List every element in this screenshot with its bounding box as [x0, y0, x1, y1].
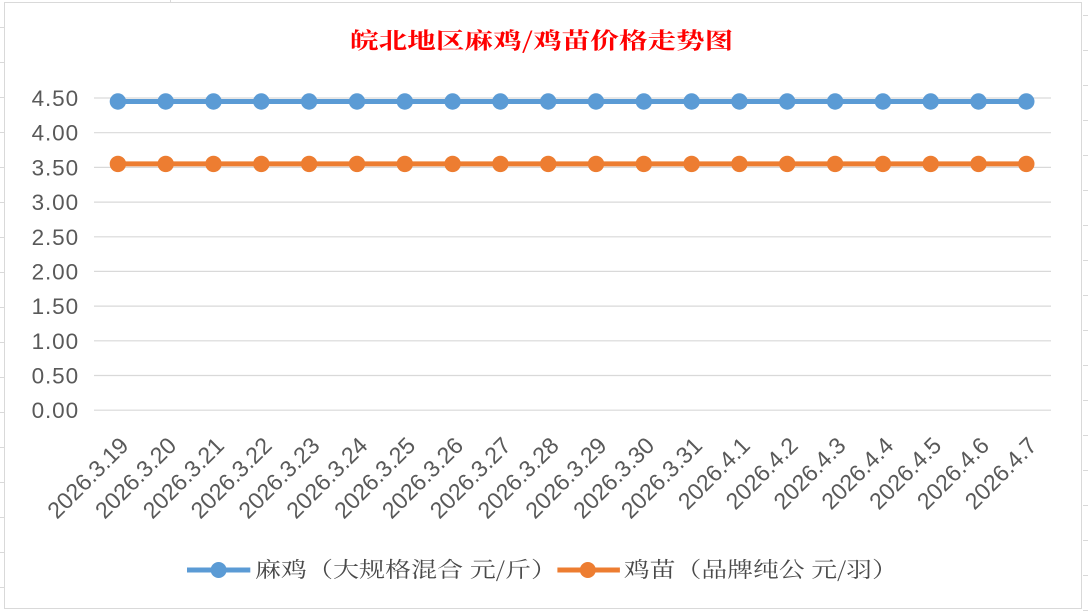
svg-text:3.00: 3.00: [32, 190, 79, 215]
svg-text:1.00: 1.00: [32, 329, 79, 354]
svg-text:2.00: 2.00: [32, 259, 79, 284]
svg-text:1.50: 1.50: [32, 294, 79, 319]
svg-text:0.50: 0.50: [32, 364, 79, 389]
svg-text:4.00: 4.00: [32, 121, 79, 146]
svg-text:2.50: 2.50: [32, 225, 79, 250]
svg-text:3.50: 3.50: [32, 155, 79, 180]
svg-text:4.50: 4.50: [32, 86, 79, 111]
svg-text:0.00: 0.00: [32, 398, 79, 423]
